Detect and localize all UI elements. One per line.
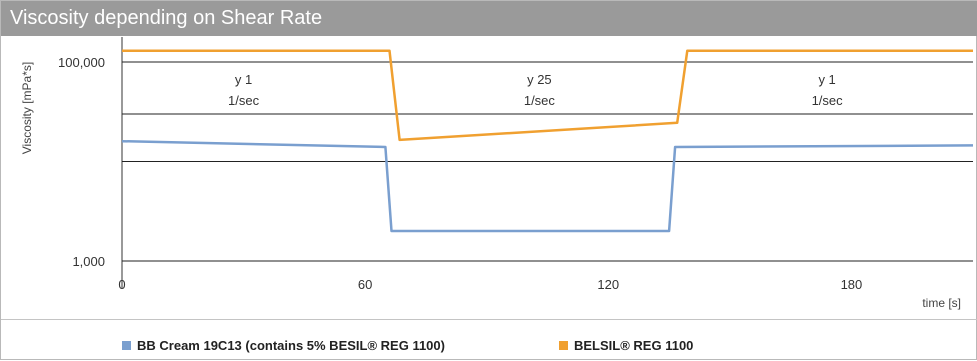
shear-rate-label: y 25 — [527, 72, 552, 87]
shear-rate-label: y 1 — [818, 72, 835, 87]
legend-swatch — [122, 341, 131, 350]
shear-rate-unit: 1/sec — [524, 93, 556, 108]
shear-rate-unit: 1/sec — [228, 93, 260, 108]
legend-item: BELSIL® REG 1100 — [559, 338, 693, 353]
legend: BB Cream 19C13 (contains 5% BESIL® REG 1… — [1, 338, 977, 358]
x-tick-label: 180 — [841, 277, 863, 292]
series-lines — [121, 49, 974, 233]
shear-rate-label: y 1 — [235, 72, 252, 87]
title-bar: Viscosity depending on Shear Rate — [1, 1, 977, 36]
legend-label: BB Cream 19C13 (contains 5% BESIL® REG 1… — [137, 338, 445, 353]
shear-rate-annotations: y 1 1/sec y 25 1/sec y 1 1/sec — [228, 72, 843, 108]
axis-ticks: 1,000 100,000 0 60 120 180 — [58, 55, 862, 292]
x-axis-label: time [s] — [922, 296, 961, 310]
series-line-1 — [121, 139, 974, 233]
x-tick-label: 60 — [358, 277, 372, 292]
shear-rate-unit: 1/sec — [812, 93, 844, 108]
grid-lines — [121, 37, 973, 288]
y-axis-label: Viscosity [mPa*s] — [20, 62, 34, 154]
series-line-2 — [122, 49, 973, 142]
x-tick-label: 0 — [118, 277, 125, 292]
legend-area — [1, 319, 977, 361]
chart-plot: y 1 1/sec y 25 1/sec y 1 1/sec 1,000 100,000 0 6… — [20, 37, 974, 310]
y-tick-label: 100,000 — [58, 55, 105, 70]
y-tick-label: 1,000 — [72, 254, 105, 269]
legend-label: BELSIL® REG 1100 — [574, 338, 694, 353]
legend-swatch — [559, 341, 568, 350]
x-tick-label: 120 — [597, 277, 619, 292]
legend-item: BB Cream 19C13 (contains 5% BESIL® REG 1… — [122, 338, 445, 353]
chart-title: Viscosity depending on Shear Rate — [10, 7, 323, 29]
